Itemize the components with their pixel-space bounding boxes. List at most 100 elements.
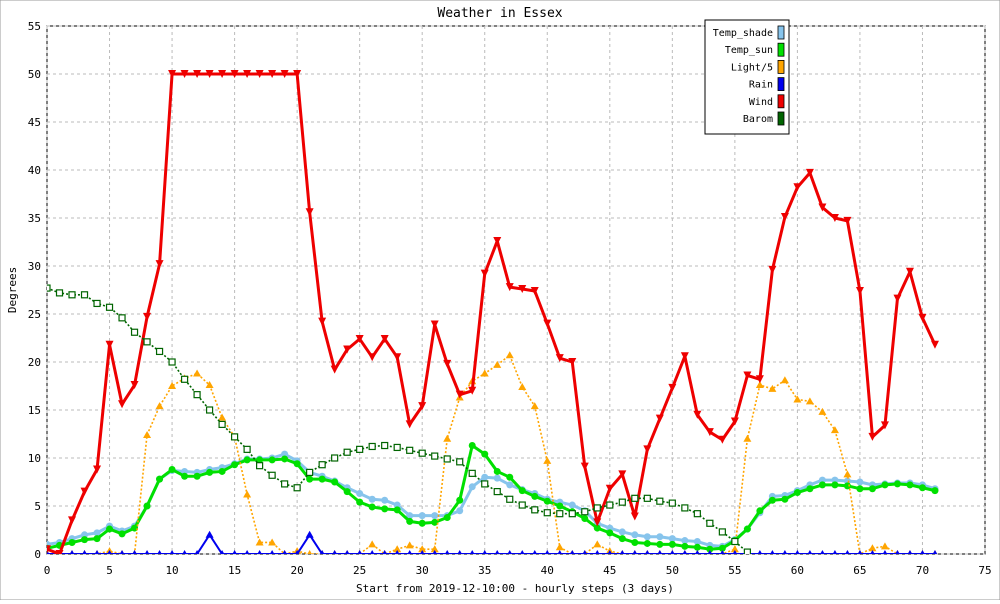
point	[47, 284, 51, 292]
point	[118, 314, 126, 322]
point	[369, 550, 375, 554]
point	[182, 550, 187, 554]
point	[431, 512, 439, 520]
point	[180, 375, 189, 383]
y-tick-label: 50	[28, 68, 41, 81]
point	[531, 506, 539, 514]
series-line	[47, 72, 937, 554]
point	[632, 550, 638, 554]
point	[805, 168, 814, 177]
point	[330, 365, 339, 374]
point	[668, 383, 677, 392]
point	[656, 497, 664, 505]
point	[543, 497, 551, 505]
point	[481, 450, 489, 458]
point	[918, 484, 926, 492]
point	[581, 514, 589, 522]
point	[580, 462, 589, 471]
point	[532, 550, 538, 554]
point	[107, 550, 112, 554]
point	[93, 465, 102, 474]
point	[818, 481, 826, 489]
x-tick-label: 60	[791, 564, 804, 577]
point	[393, 443, 401, 452]
point	[319, 550, 325, 554]
point	[307, 550, 312, 554]
point	[931, 487, 939, 495]
point	[781, 495, 789, 503]
point	[643, 445, 652, 454]
point	[582, 550, 588, 554]
point	[318, 317, 327, 326]
point	[494, 550, 500, 554]
point	[268, 471, 276, 479]
point	[855, 286, 864, 295]
point	[793, 395, 802, 403]
point	[193, 70, 202, 78]
point	[807, 550, 813, 554]
point	[368, 503, 376, 511]
point	[682, 550, 688, 554]
point	[569, 550, 575, 554]
point	[668, 535, 676, 543]
x-tick-label: 75	[978, 564, 991, 577]
point	[406, 446, 414, 454]
point	[544, 550, 550, 554]
point	[156, 475, 164, 483]
point	[281, 480, 289, 488]
point	[94, 550, 100, 554]
point	[493, 488, 501, 496]
point	[93, 535, 101, 543]
legend-label: Light/5	[731, 62, 773, 73]
point	[343, 448, 351, 456]
point	[155, 402, 164, 410]
point	[681, 537, 689, 545]
point	[293, 484, 301, 492]
point	[381, 505, 389, 513]
point	[581, 508, 589, 516]
point	[607, 550, 613, 554]
point	[230, 70, 239, 78]
x-tick-label: 15	[228, 564, 241, 577]
point	[381, 496, 389, 504]
point	[856, 485, 864, 493]
point	[244, 550, 250, 554]
point	[269, 550, 275, 554]
point	[356, 490, 364, 498]
point	[55, 289, 64, 297]
point	[219, 550, 225, 554]
point	[920, 550, 925, 554]
point	[757, 550, 763, 554]
point	[831, 481, 839, 489]
point	[105, 303, 114, 311]
point	[118, 530, 126, 538]
point	[519, 550, 525, 554]
point	[880, 542, 889, 550]
point	[80, 487, 89, 496]
point	[893, 294, 902, 303]
point	[743, 434, 752, 442]
point	[443, 359, 452, 368]
point	[743, 548, 751, 554]
point	[480, 369, 489, 377]
legend-swatch	[777, 25, 785, 40]
point	[106, 525, 114, 533]
legend-box	[704, 19, 790, 135]
legend-label: Temp_shade	[713, 28, 773, 39]
y-tick-label: 5	[34, 500, 41, 513]
point	[231, 433, 239, 441]
point	[418, 519, 426, 527]
point	[469, 550, 475, 554]
point	[482, 550, 488, 554]
point	[730, 545, 739, 553]
point	[47, 545, 51, 554]
point	[668, 540, 676, 548]
point	[870, 550, 875, 554]
point	[793, 183, 802, 192]
point	[268, 538, 277, 546]
point	[620, 550, 625, 554]
point	[606, 529, 614, 537]
point	[868, 485, 876, 493]
